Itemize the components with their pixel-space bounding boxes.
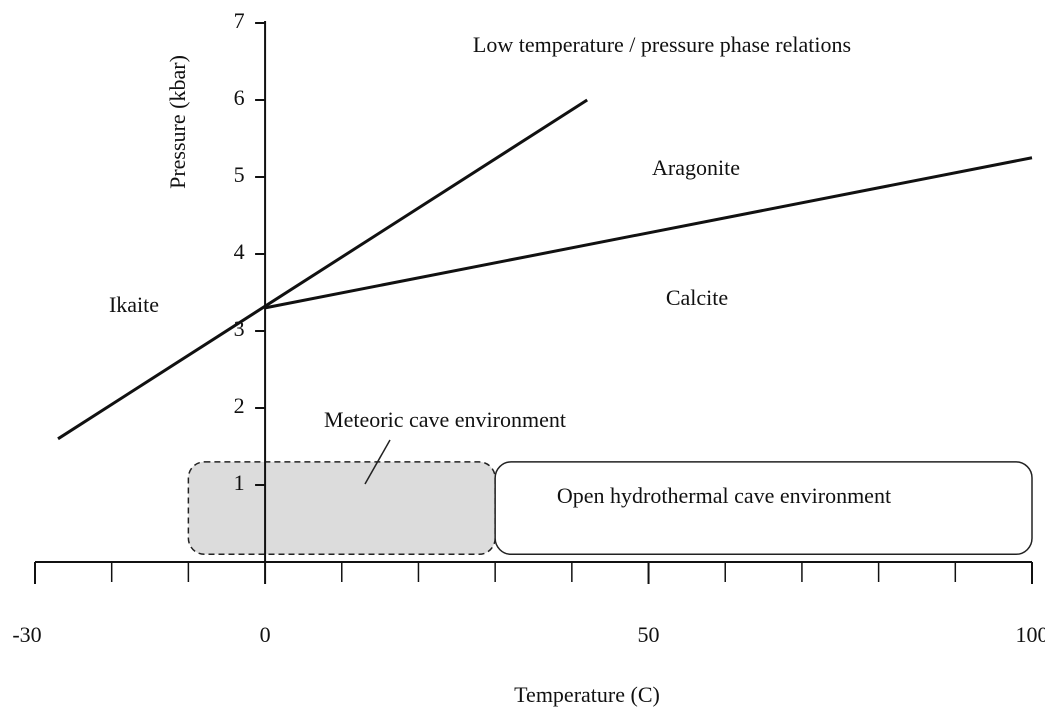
y-tick-label: 3	[234, 316, 245, 341]
x-tick-label: 0	[260, 622, 271, 647]
y-tick-label: 6	[234, 85, 245, 110]
x-tick-label: 50	[638, 622, 660, 647]
x-tick-label: 100	[1016, 622, 1045, 647]
y-axis-label: Pressure (kbar)	[165, 55, 190, 189]
phase-label: Aragonite	[652, 155, 740, 180]
chart-title: Low temperature / pressure phase relatio…	[473, 32, 851, 57]
y-tick-label: 1	[234, 470, 245, 495]
y-tick-label: 7	[234, 8, 245, 33]
phase-label: Ikaite	[109, 292, 159, 317]
y-tick-label: 4	[234, 239, 245, 264]
leader-line	[364, 439, 391, 485]
region	[494, 461, 1033, 556]
region-label: Open hydrothermal cave environment	[557, 483, 891, 508]
phase-boundary	[57, 98, 588, 441]
phase-boundary	[264, 156, 1033, 310]
y-tick-label: 5	[234, 162, 245, 187]
y-tick-label: 2	[234, 393, 245, 418]
x-axis-label: Temperature (C)	[514, 682, 660, 707]
region-label: Meteoric cave environment	[324, 407, 566, 432]
x-tick-label: -30	[12, 622, 41, 647]
phase-label: Calcite	[666, 285, 728, 310]
